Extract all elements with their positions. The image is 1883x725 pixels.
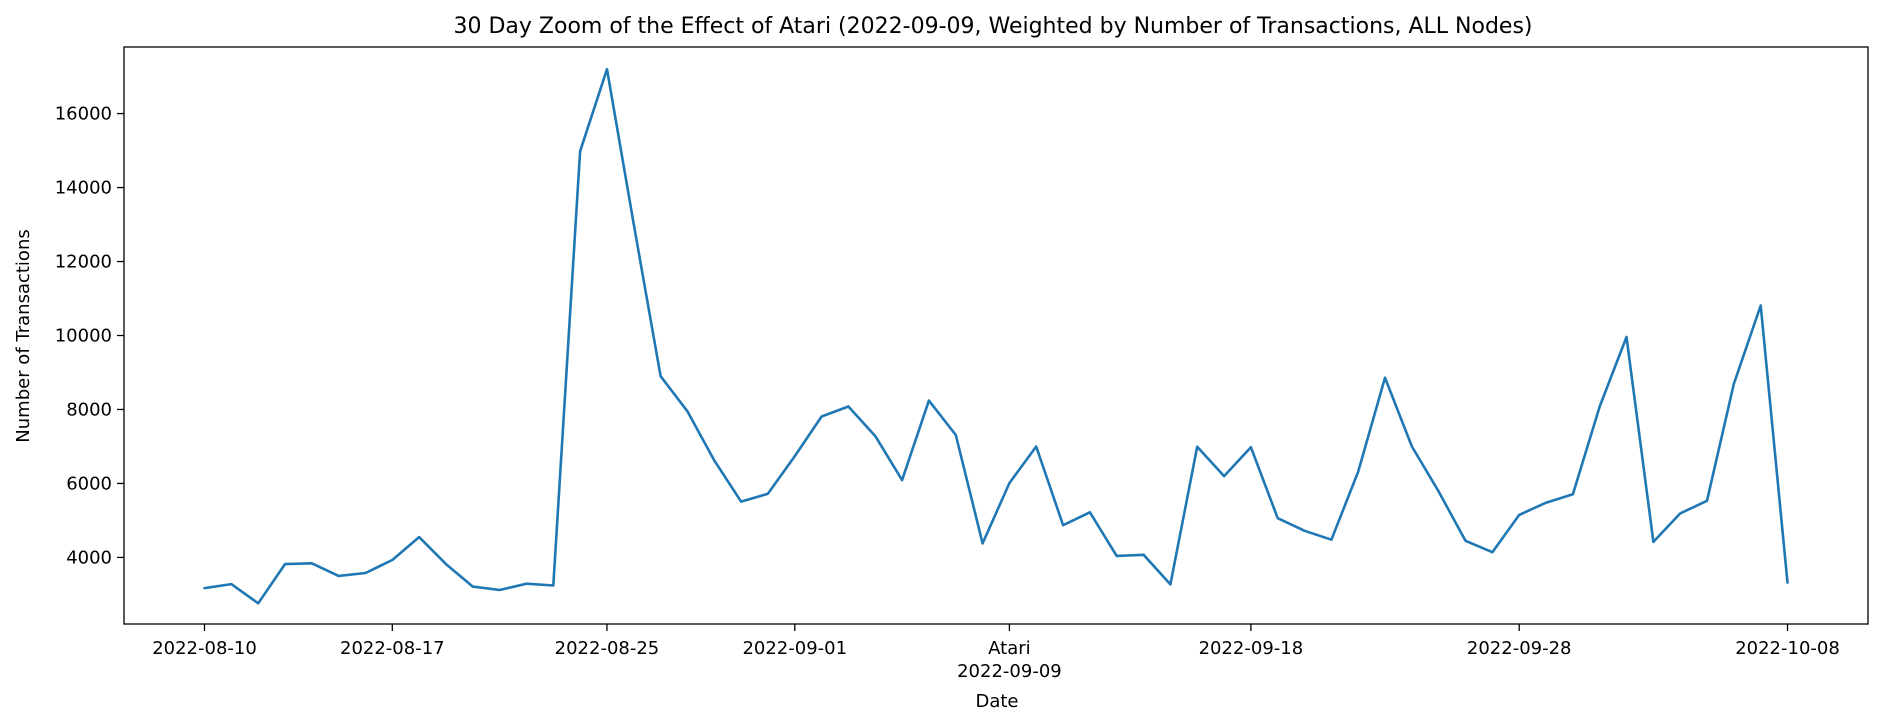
x-tick-label: Atari — [988, 638, 1031, 659]
y-tick-label: 10000 — [55, 326, 112, 347]
x-tick-label: 2022-08-25 — [555, 638, 660, 659]
x-tick-label: 2022-10-08 — [1735, 638, 1840, 659]
x-axis-ticks: 2022-08-10 2022-08-17 2022-08-25 2022-09-01… — [152, 624, 1840, 659]
x-axis-label: Date — [975, 691, 1018, 712]
y-axis-label: Number of Transactions — [13, 229, 34, 442]
y-axis-ticks: 4000 6000 8000 10000 12000 14000 16000 — [55, 104, 124, 568]
x-tick-label: 2022-09-01 — [742, 638, 847, 659]
x-tick-label: 2022-08-17 — [340, 638, 445, 659]
y-tick-label: 6000 — [66, 473, 112, 494]
y-tick-label: 4000 — [66, 547, 112, 568]
x-tick-label: 2022-09-28 — [1467, 638, 1572, 659]
chart-title: 30 Day Zoom of the Effect of Atari (2022… — [454, 14, 1533, 39]
plot-frame — [123, 46, 1869, 625]
y-tick-label: 14000 — [55, 178, 112, 199]
y-tick-label: 8000 — [66, 399, 112, 420]
x-tick-label: 2022-09-18 — [1199, 638, 1304, 659]
x-tick-label: 2022-08-10 — [152, 638, 257, 659]
series-line — [203, 67, 1789, 605]
y-tick-label: 16000 — [55, 104, 112, 125]
event-date-label: 2022-09-09 — [957, 661, 1062, 682]
y-tick-label: 12000 — [55, 252, 112, 273]
